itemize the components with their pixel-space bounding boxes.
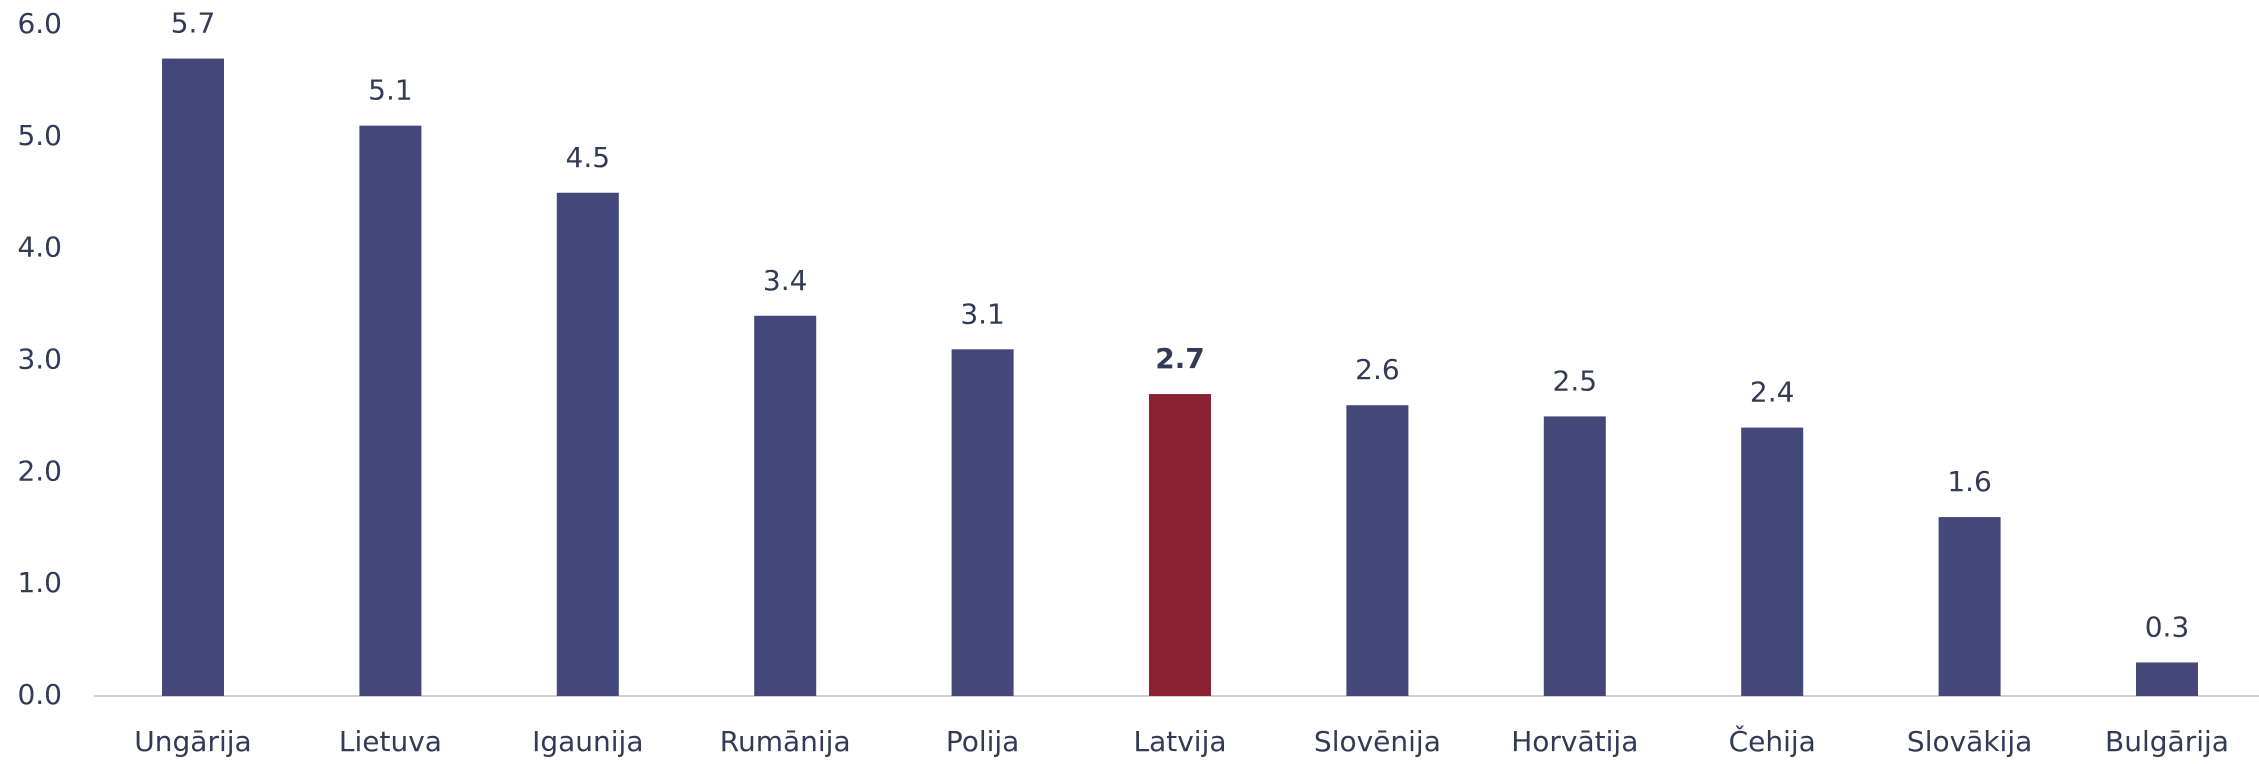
- x-tick-label: Igaunija: [532, 725, 643, 758]
- bar: [162, 58, 224, 697]
- x-tick-label: Polija: [946, 725, 1020, 758]
- bar: [556, 192, 619, 696]
- data-label: 2.6: [1355, 353, 1400, 386]
- x-tick-label: Ungārija: [134, 725, 251, 758]
- data-label: 5.7: [171, 7, 216, 40]
- data-label: 2.4: [1750, 376, 1795, 409]
- data-label: 5.1: [368, 74, 413, 107]
- x-tick-label: Lietuva: [339, 725, 442, 758]
- bar: [359, 125, 422, 696]
- bar: [754, 315, 817, 696]
- y-tick-label: 5.0: [17, 119, 62, 152]
- y-tick-label: 6.0: [17, 7, 62, 40]
- y-tick-label: 0.0: [17, 678, 62, 711]
- bar: [1346, 405, 1409, 696]
- data-label: 2.5: [1553, 364, 1598, 397]
- x-tick-label: Slovākija: [1907, 725, 2032, 758]
- bar: [1741, 427, 1804, 696]
- data-label: 2.7: [1155, 342, 1205, 375]
- data-label: 0.3: [2145, 610, 2190, 643]
- y-tick-label: 2.0: [17, 454, 62, 487]
- x-tick-label: Slovēnija: [1314, 725, 1441, 758]
- y-tick-label: 4.0: [17, 231, 62, 264]
- data-label: 1.6: [1947, 465, 1992, 498]
- x-tick-label: Horvātija: [1511, 725, 1638, 758]
- bar: [1149, 394, 1211, 696]
- y-tick-label: 3.0: [17, 343, 62, 376]
- bar: [1938, 517, 2001, 696]
- bar: [2136, 662, 2198, 696]
- y-tick-label: 1.0: [17, 566, 62, 599]
- bar: [951, 349, 1014, 696]
- data-label: 3.4: [763, 264, 808, 297]
- x-tick-label: Rumānija: [720, 725, 851, 758]
- x-tick-label: Latvija: [1133, 725, 1226, 758]
- data-label: 3.1: [960, 297, 1005, 330]
- data-label: 4.5: [566, 141, 611, 174]
- x-tick-label: Čehija: [1729, 724, 1816, 758]
- bar: [1543, 416, 1606, 696]
- x-tick-label: Bulgārija: [2105, 725, 2229, 758]
